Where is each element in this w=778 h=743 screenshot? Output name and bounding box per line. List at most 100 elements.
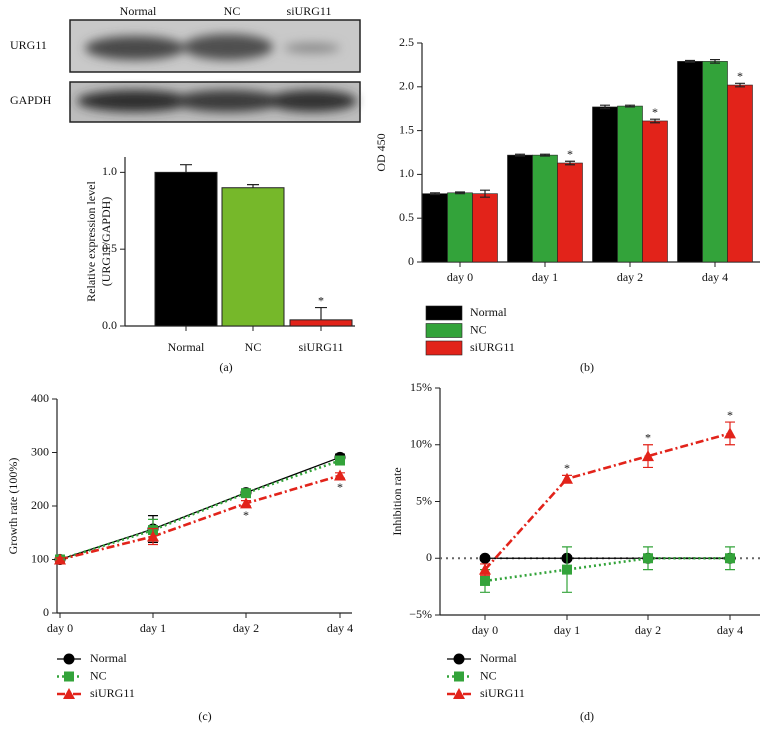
marker <box>334 469 346 481</box>
x-tick-label: day 0 <box>472 623 498 637</box>
bar <box>472 193 498 263</box>
marker <box>147 530 159 542</box>
legend-swatch <box>425 340 463 356</box>
error-bar <box>480 189 490 198</box>
legend-label: NC <box>90 668 107 682</box>
legend-label: siURG11 <box>90 686 135 700</box>
lane-label: siURG11 <box>287 4 332 18</box>
annotation: * <box>564 461 570 475</box>
y-tick-label: −5% <box>409 607 432 621</box>
x-tick-label: day 2 <box>233 621 259 635</box>
y-tick-label: 0.0 <box>102 318 117 332</box>
panel-label: (c) <box>198 709 211 723</box>
bar <box>289 319 353 327</box>
x-tick-label: day 4 <box>327 621 353 635</box>
annotation: * <box>645 431 651 445</box>
y-axis-label: Growth rate (100%) <box>6 458 20 555</box>
line <box>484 432 731 571</box>
legend-label: NC <box>480 668 497 682</box>
lane-label: Normal <box>120 4 157 18</box>
x-tick-label: day 1 <box>140 621 166 635</box>
error-bar <box>600 104 610 110</box>
marker <box>63 653 75 665</box>
annotation: * <box>318 293 324 307</box>
error-bar <box>540 153 550 157</box>
marker <box>54 553 66 565</box>
error-bar <box>455 191 465 195</box>
error-bar <box>650 118 660 124</box>
marker <box>643 553 653 564</box>
y-tick-label: 0 <box>43 605 49 619</box>
error-bar <box>180 164 192 173</box>
x-tick-label: day 0 <box>447 270 473 284</box>
marker <box>241 488 251 499</box>
row-label: URG11 <box>10 38 47 52</box>
y-tick-label: 10% <box>410 437 432 451</box>
annotation: * <box>243 508 249 522</box>
line <box>484 556 730 583</box>
x-tick-label: day 4 <box>717 623 743 637</box>
y-axis-label: (URG11/GAPDH) <box>99 197 113 287</box>
bar <box>727 84 753 263</box>
marker <box>725 553 735 564</box>
marker <box>454 671 464 682</box>
x-tick-label: day 0 <box>47 621 73 635</box>
legend-label: Normal <box>480 651 517 665</box>
error-bar <box>430 192 440 196</box>
bar <box>642 120 668 263</box>
bar <box>677 61 703 263</box>
bar <box>617 105 643 263</box>
y-tick-label: 200 <box>31 498 49 512</box>
y-tick-label: 1.0 <box>102 164 117 178</box>
error-bar <box>565 160 575 166</box>
y-tick-label: 100 <box>31 551 49 565</box>
lane-label: NC <box>224 4 241 18</box>
x-tick-label: day 1 <box>532 270 558 284</box>
error-bar <box>735 82 745 88</box>
marker <box>479 563 491 575</box>
y-tick-label: 400 <box>31 391 49 405</box>
legend-label: siURG11 <box>480 686 525 700</box>
x-tick-label: siURG11 <box>299 340 344 354</box>
error-bar <box>685 59 695 63</box>
bar <box>154 171 218 327</box>
error-bar <box>515 153 525 157</box>
y-tick-label: 0 <box>408 254 414 268</box>
bar <box>221 187 285 327</box>
y-tick-label: 5% <box>416 493 432 507</box>
y-tick-label: 0.5 <box>399 210 414 224</box>
marker <box>335 455 345 466</box>
bar <box>557 162 583 263</box>
bands <box>77 34 357 112</box>
marker <box>479 552 491 564</box>
legend-label: NC <box>470 322 487 336</box>
x-tick-label: Normal <box>168 340 205 354</box>
annotation: * <box>737 69 743 83</box>
line <box>59 456 341 561</box>
legend-swatch <box>425 323 463 338</box>
y-tick-label: 2.5 <box>399 35 414 49</box>
marker <box>453 653 465 665</box>
annotation: * <box>652 105 658 119</box>
y-axis-label: Relative expression level <box>84 181 98 302</box>
y-tick-label: 15% <box>410 380 432 394</box>
bar <box>447 192 473 263</box>
x-tick-label: NC <box>245 340 262 354</box>
bar <box>422 193 448 263</box>
marker <box>64 671 74 682</box>
panel-label: (d) <box>580 709 594 723</box>
marker <box>724 427 736 439</box>
y-tick-label: 300 <box>31 444 49 458</box>
western-blot: Normal NC siURG11 URG11 GAPDH <box>10 4 361 123</box>
x-tick-label: day 2 <box>635 623 661 637</box>
y-tick-label: 1.0 <box>399 166 414 180</box>
marker <box>453 688 465 699</box>
legend-label: siURG11 <box>470 340 515 354</box>
line <box>59 474 341 561</box>
annotation: * <box>727 408 733 422</box>
error-bar <box>315 306 327 320</box>
legend-swatch <box>425 305 463 321</box>
y-axis-label: OD 450 <box>374 133 388 171</box>
y-tick-label: 2.0 <box>399 79 414 93</box>
